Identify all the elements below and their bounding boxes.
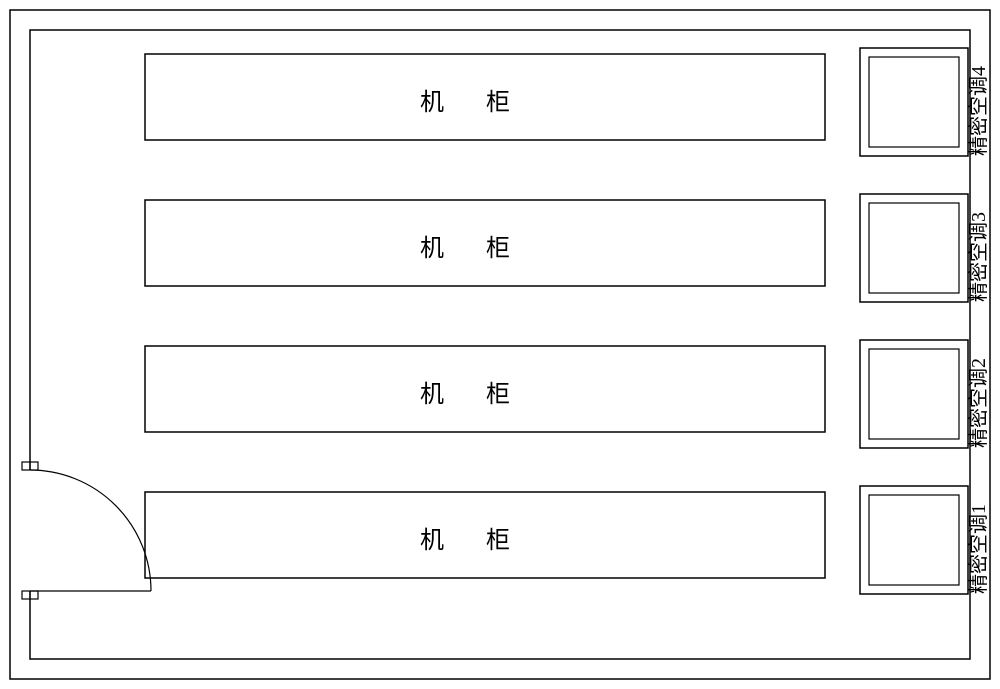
cabinet-row-1: 机 柜	[145, 54, 825, 140]
cabinet-row-4: 机 柜	[145, 492, 825, 578]
door-swing-arc	[30, 470, 151, 591]
cabinet-label: 机 柜	[420, 381, 528, 408]
cabinet-label: 机 柜	[420, 89, 528, 116]
ac-unit-label: 精密空调4	[967, 66, 990, 156]
door-hinge-top	[22, 462, 38, 470]
door-hinge-bottom	[22, 591, 38, 599]
ac-unit-label: 精密空调2	[967, 358, 990, 448]
cabinet-row-2: 机 柜	[145, 200, 825, 286]
ac-unit-label: 精密空调1	[967, 504, 990, 594]
floorplan-diagram: 机 柜 机 柜 机 柜 机 柜 精密空调4 精密空调3 精密空调2	[0, 0, 1000, 689]
cabinet-label: 机 柜	[420, 235, 528, 262]
ac-unit-label: 精密空调3	[967, 212, 990, 302]
cabinet-row-3: 机 柜	[145, 346, 825, 432]
cabinet-label: 机 柜	[420, 527, 528, 554]
inner-wall	[30, 30, 970, 659]
